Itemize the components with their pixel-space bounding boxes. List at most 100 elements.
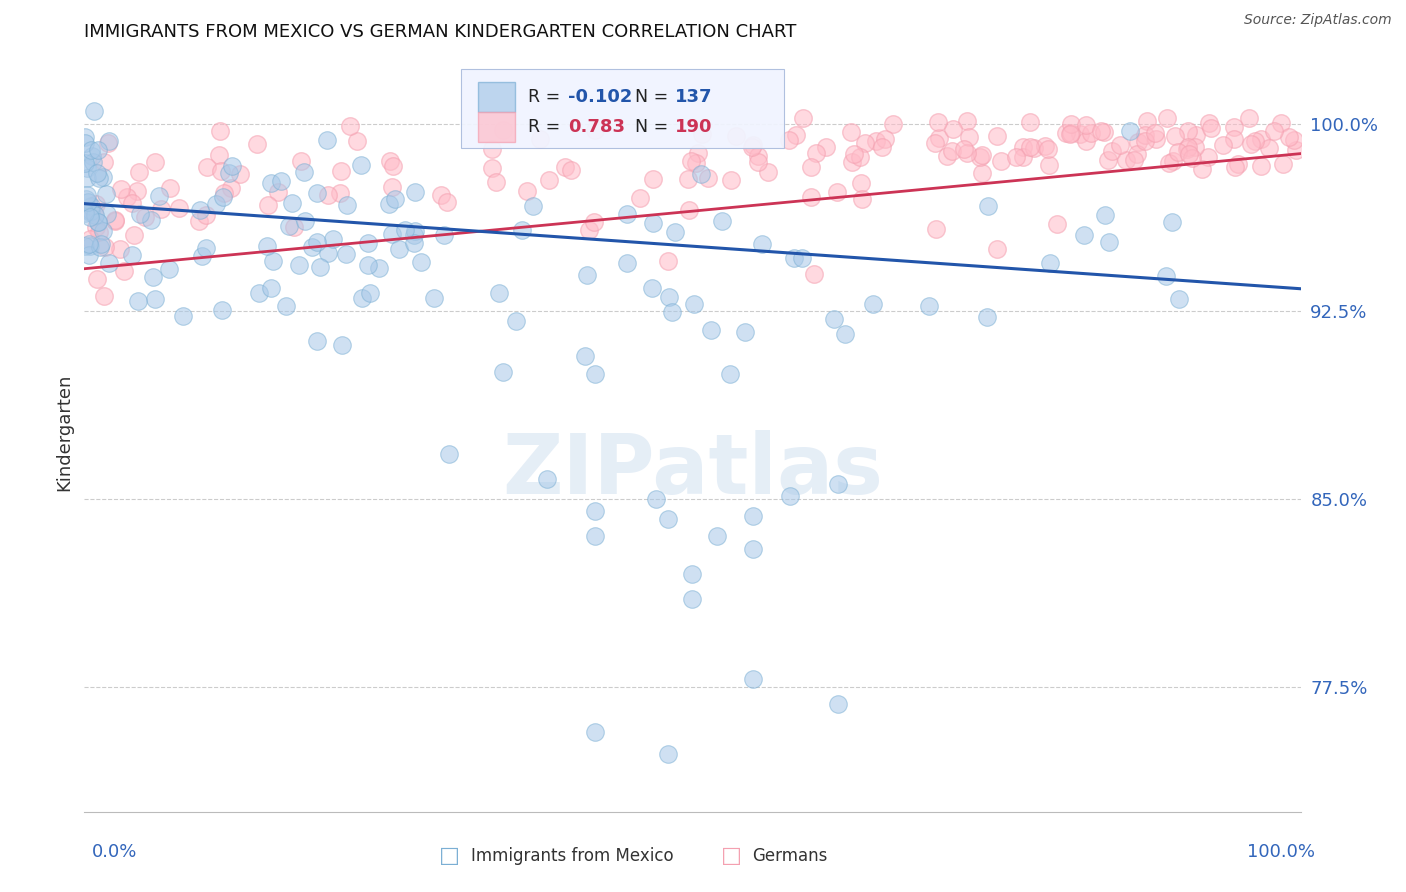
- Point: [77, 195, 100, 210]
- Point: [935, 149, 957, 163]
- Point: [381, 179, 404, 194]
- Point: [616, 206, 638, 220]
- Point: [91, 169, 114, 184]
- Point: [873, 132, 896, 146]
- Point: [641, 216, 664, 230]
- Point: [529, 132, 551, 146]
- Point: [149, 202, 172, 216]
- Point: [194, 241, 217, 255]
- Point: [481, 142, 503, 156]
- Point: [747, 148, 769, 162]
- Point: [706, 529, 728, 543]
- Point: [1144, 126, 1167, 140]
- Point: [84, 219, 107, 234]
- Point: [439, 447, 461, 461]
- Point: [84, 197, 107, 211]
- Point: [143, 292, 166, 306]
- Point: [848, 150, 870, 164]
- Point: [87, 170, 110, 185]
- Point: [209, 163, 232, 178]
- Point: [112, 264, 135, 278]
- Point: [322, 232, 344, 246]
- Point: [1156, 112, 1178, 126]
- Point: [1011, 151, 1033, 165]
- Point: [800, 161, 823, 175]
- Point: [86, 166, 108, 180]
- Point: [1250, 132, 1272, 146]
- Point: [394, 223, 416, 237]
- Point: [381, 227, 404, 241]
- Point: [384, 192, 406, 206]
- Point: [927, 114, 949, 128]
- Point: [522, 199, 544, 213]
- Point: [941, 145, 963, 159]
- Point: [510, 223, 533, 237]
- Point: [485, 175, 508, 189]
- Point: [1076, 134, 1098, 148]
- Point: [229, 167, 252, 181]
- Point: [93, 288, 115, 302]
- Point: [335, 246, 357, 260]
- Point: [378, 153, 401, 168]
- Point: [1019, 115, 1042, 129]
- Point: [924, 136, 946, 150]
- Point: [688, 146, 710, 161]
- Point: [804, 145, 827, 160]
- Point: [422, 291, 444, 305]
- Point: [214, 186, 236, 200]
- Point: [839, 125, 862, 139]
- Point: [89, 240, 111, 254]
- Point: [1004, 150, 1026, 164]
- Point: [1270, 116, 1292, 130]
- Point: [685, 156, 707, 170]
- Point: [682, 297, 704, 311]
- Point: [218, 166, 240, 180]
- Point: [882, 118, 904, 132]
- Point: [90, 237, 112, 252]
- Point: [256, 198, 278, 212]
- Point: [134, 210, 156, 224]
- Point: [1012, 140, 1035, 154]
- Point: [281, 195, 304, 210]
- Point: [990, 153, 1012, 168]
- Point: [953, 142, 976, 156]
- Point: [1090, 124, 1112, 138]
- Point: [188, 202, 211, 217]
- Point: [219, 181, 242, 195]
- Point: [195, 208, 218, 222]
- Point: [208, 124, 231, 138]
- Point: [86, 214, 108, 228]
- Point: [76, 188, 98, 202]
- Point: [1128, 135, 1150, 149]
- Point: [350, 158, 373, 172]
- Point: [628, 191, 651, 205]
- Point: [1198, 116, 1220, 130]
- Point: [664, 225, 686, 239]
- Point: [678, 203, 700, 218]
- Point: [1144, 132, 1167, 146]
- Point: [339, 120, 361, 134]
- Text: Germans: Germans: [752, 847, 828, 865]
- Point: [742, 137, 765, 152]
- Point: [221, 159, 243, 173]
- Point: [208, 148, 231, 162]
- Point: [260, 176, 283, 190]
- Point: [842, 146, 865, 161]
- Point: [718, 367, 741, 381]
- Point: [747, 154, 769, 169]
- Point: [121, 248, 143, 262]
- Point: [336, 197, 359, 211]
- Point: [1198, 151, 1220, 165]
- FancyBboxPatch shape: [461, 69, 783, 148]
- Point: [262, 253, 284, 268]
- Point: [329, 164, 352, 178]
- Point: [841, 155, 863, 169]
- Text: R =: R =: [529, 118, 567, 136]
- Point: [1059, 117, 1081, 131]
- Point: [616, 256, 638, 270]
- Point: [942, 122, 965, 136]
- Point: [1226, 157, 1249, 171]
- Point: [104, 213, 127, 227]
- Point: [329, 186, 352, 201]
- Point: [274, 300, 297, 314]
